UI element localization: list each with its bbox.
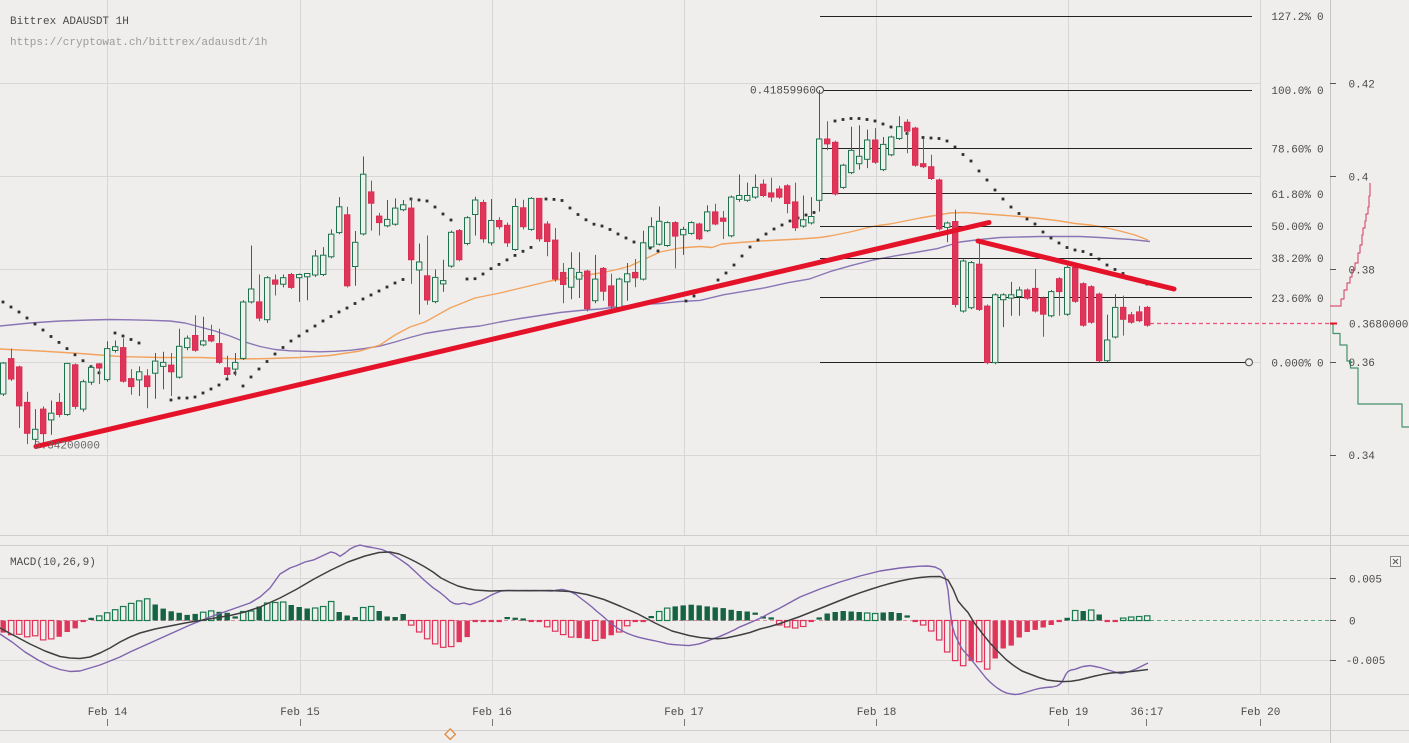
svg-text:Feb 15: Feb 15 bbox=[280, 707, 320, 719]
svg-text:50.00%: 50.00% bbox=[1271, 222, 1311, 234]
svg-text:0.36: 0.36 bbox=[1349, 358, 1375, 370]
svg-text:0: 0 bbox=[1317, 222, 1324, 234]
svg-text:0: 0 bbox=[1317, 358, 1324, 370]
svg-text:0: 0 bbox=[1317, 12, 1324, 24]
svg-text:Bittrex ADAUSDT 1H: Bittrex ADAUSDT 1H bbox=[10, 16, 129, 28]
svg-text:Feb 17: Feb 17 bbox=[664, 707, 704, 719]
svg-text:Feb 14: Feb 14 bbox=[88, 707, 128, 719]
svg-text:Feb 16: Feb 16 bbox=[472, 707, 512, 719]
svg-text:78.60%: 78.60% bbox=[1271, 144, 1311, 156]
svg-text:0: 0 bbox=[1317, 190, 1324, 202]
svg-text:100.0%: 100.0% bbox=[1271, 86, 1311, 98]
svg-text:0.000%: 0.000% bbox=[1271, 358, 1311, 370]
svg-text:0: 0 bbox=[1317, 294, 1324, 306]
svg-text:0.4: 0.4 bbox=[1349, 172, 1369, 184]
svg-text:Feb 19: Feb 19 bbox=[1049, 707, 1089, 719]
svg-text:61.80%: 61.80% bbox=[1271, 190, 1311, 202]
svg-text:0.41859960: 0.41859960 bbox=[750, 86, 816, 98]
svg-text:0.42: 0.42 bbox=[1349, 80, 1375, 92]
svg-text:38.20%: 38.20% bbox=[1271, 254, 1311, 266]
svg-text:0: 0 bbox=[1317, 144, 1324, 156]
svg-text:0.34: 0.34 bbox=[1349, 451, 1376, 463]
svg-text:0: 0 bbox=[1349, 617, 1356, 629]
svg-text:23.60%: 23.60% bbox=[1271, 294, 1311, 306]
svg-text:0.34200000: 0.34200000 bbox=[34, 441, 100, 453]
svg-text:127.2%: 127.2% bbox=[1271, 12, 1311, 24]
svg-text:0.005: 0.005 bbox=[1349, 575, 1382, 587]
svg-text:0.3680000: 0.3680000 bbox=[1349, 320, 1408, 332]
svg-text:https://cryptowat.ch/bittrex/a: https://cryptowat.ch/bittrex/adausdt/1h bbox=[10, 37, 267, 49]
svg-text:36:17: 36:17 bbox=[1130, 707, 1163, 719]
svg-text:-0.005: -0.005 bbox=[1346, 656, 1386, 668]
svg-text:MACD(10,26,9): MACD(10,26,9) bbox=[10, 557, 96, 569]
svg-text:Feb 18: Feb 18 bbox=[857, 707, 897, 719]
svg-text:0: 0 bbox=[1317, 254, 1324, 266]
svg-text:0.38: 0.38 bbox=[1349, 265, 1375, 277]
svg-text:Feb 20: Feb 20 bbox=[1241, 707, 1281, 719]
svg-text:0: 0 bbox=[1317, 86, 1324, 98]
